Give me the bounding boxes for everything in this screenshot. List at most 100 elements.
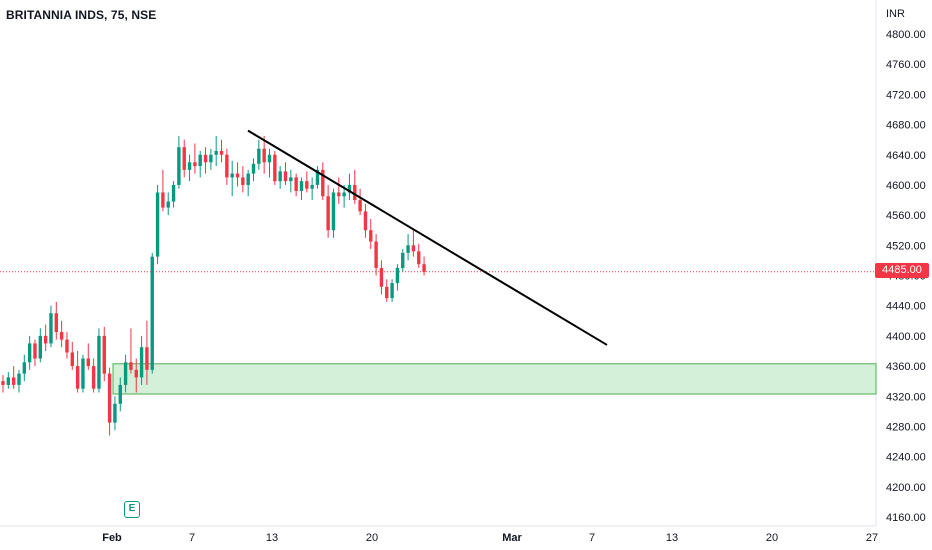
x-tick-label: Feb bbox=[102, 532, 122, 544]
y-tick-label: 4240.00 bbox=[886, 452, 926, 464]
candle-body bbox=[107, 373, 112, 423]
x-tick-label: 20 bbox=[766, 532, 778, 544]
candle-body bbox=[310, 184, 314, 189]
y-tick-label: 4360.00 bbox=[886, 361, 926, 373]
candle-body bbox=[385, 286, 389, 299]
candle-body bbox=[390, 283, 394, 299]
candle-body bbox=[86, 358, 90, 367]
candle-body bbox=[6, 377, 11, 385]
candle-body bbox=[337, 192, 341, 197]
y-tick-label: 4560.00 bbox=[886, 210, 926, 222]
candle-body bbox=[369, 230, 373, 242]
candle-body bbox=[353, 184, 357, 201]
candle-body bbox=[321, 169, 325, 197]
candle-body bbox=[214, 150, 218, 155]
candle-body bbox=[230, 173, 234, 178]
y-tick-label: 4680.00 bbox=[886, 120, 926, 132]
candle-body bbox=[347, 184, 352, 193]
candle-body bbox=[129, 362, 133, 370]
y-tick-label: 4800.00 bbox=[886, 29, 926, 41]
y-tick-label: 4520.00 bbox=[886, 240, 926, 252]
candle-body bbox=[406, 245, 410, 253]
candle-body bbox=[102, 335, 106, 374]
x-tick-label: 7 bbox=[589, 532, 595, 544]
last-price-tag: 4485.00 bbox=[875, 263, 929, 278]
candle-body bbox=[422, 264, 426, 272]
candle-body bbox=[193, 162, 197, 167]
candle-body bbox=[97, 335, 101, 389]
candle-body bbox=[363, 211, 368, 231]
candle-body bbox=[294, 177, 298, 191]
candle-body bbox=[43, 335, 48, 344]
candle-body bbox=[219, 150, 224, 155]
earnings-event-icon[interactable]: E bbox=[124, 501, 140, 518]
candle-body bbox=[401, 252, 405, 268]
candle-body bbox=[33, 343, 37, 359]
candle-body bbox=[65, 339, 69, 353]
y-tick-label: 4200.00 bbox=[886, 482, 926, 494]
candle-body bbox=[241, 177, 245, 185]
candle-body bbox=[289, 177, 293, 182]
support-zone bbox=[112, 363, 877, 395]
chart-title: BRITANNIA INDS, 75, NSE bbox=[6, 8, 157, 22]
candle-body bbox=[273, 154, 277, 182]
candle-body bbox=[27, 343, 32, 363]
candle-body bbox=[54, 313, 58, 333]
candle-body bbox=[257, 148, 261, 164]
y-tick-label: 4280.00 bbox=[886, 421, 926, 433]
currency-label: INR bbox=[886, 8, 905, 20]
candle-body bbox=[299, 181, 304, 191]
candle-body bbox=[22, 362, 27, 374]
candle-body bbox=[166, 201, 170, 208]
y-tick-label: 4320.00 bbox=[886, 391, 926, 403]
candle-body bbox=[17, 373, 21, 385]
candle-body bbox=[75, 366, 80, 389]
candle-body bbox=[150, 256, 154, 370]
candle-body bbox=[49, 313, 53, 344]
candle-body bbox=[171, 184, 176, 202]
candle-body bbox=[134, 369, 138, 378]
y-tick-label: 4600.00 bbox=[886, 180, 926, 192]
candle-body bbox=[38, 335, 43, 359]
candle-body bbox=[235, 173, 240, 178]
candle-body bbox=[182, 147, 186, 170]
candle-body bbox=[70, 352, 74, 367]
candle-body bbox=[374, 241, 378, 268]
candle-body bbox=[198, 154, 202, 167]
candle-body bbox=[246, 173, 250, 185]
candle-body bbox=[331, 192, 336, 231]
x-tick-label: 13 bbox=[266, 532, 278, 544]
candle-body bbox=[342, 192, 346, 197]
candle-body bbox=[177, 147, 181, 185]
candle-body bbox=[267, 154, 272, 163]
x-tick-label: 27 bbox=[866, 532, 878, 544]
trendline bbox=[247, 129, 608, 346]
candle-body bbox=[123, 362, 128, 385]
candle-body bbox=[113, 403, 117, 423]
candle-body bbox=[203, 154, 208, 163]
y-tick-label: 4400.00 bbox=[886, 331, 926, 343]
candle-body bbox=[11, 377, 16, 385]
candle-body bbox=[251, 163, 256, 174]
candle-body bbox=[305, 181, 309, 189]
y-tick-label: 4440.00 bbox=[886, 301, 926, 313]
candle-body bbox=[411, 245, 416, 252]
candle-body bbox=[145, 347, 149, 370]
candle-body bbox=[139, 347, 144, 378]
candle-body bbox=[1, 381, 5, 385]
candle-body bbox=[283, 171, 288, 182]
candle-body bbox=[379, 267, 384, 287]
candle-body bbox=[395, 267, 400, 284]
candle-body bbox=[155, 192, 160, 257]
candle-body bbox=[118, 384, 122, 404]
y-tick-label: 4160.00 bbox=[886, 512, 926, 524]
y-tick-label: 4640.00 bbox=[886, 150, 926, 162]
candle-body bbox=[358, 200, 362, 212]
candle-body bbox=[326, 196, 330, 231]
candle-body bbox=[315, 169, 320, 185]
candle-body bbox=[225, 154, 229, 178]
candle-body bbox=[417, 251, 421, 265]
candle-body bbox=[187, 162, 192, 170]
candle-body bbox=[278, 171, 282, 182]
